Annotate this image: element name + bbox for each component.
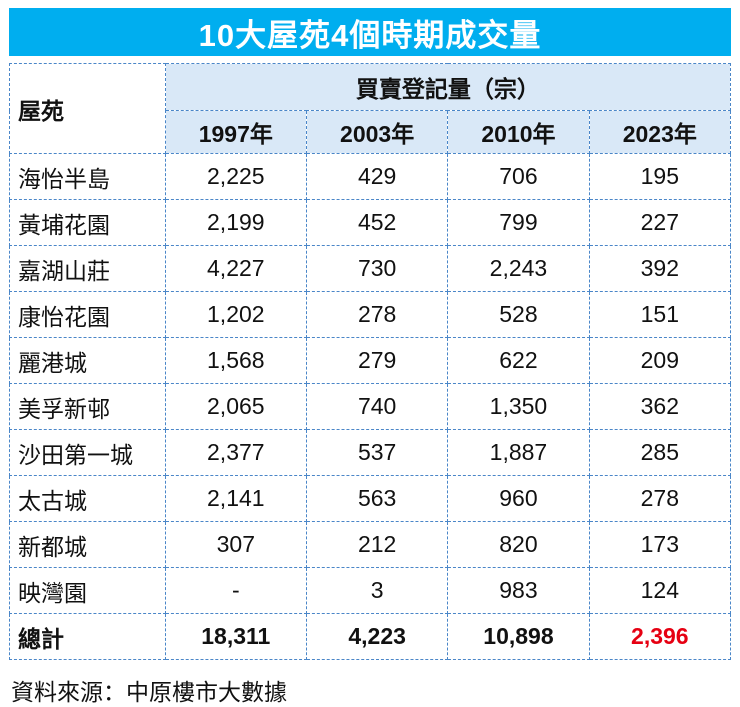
value-cell: 730 xyxy=(305,245,449,292)
value-cell: 820 xyxy=(447,521,590,568)
value-cell: - xyxy=(164,567,307,614)
value-cell: 1,568 xyxy=(164,337,307,384)
value-cell: 279 xyxy=(305,337,449,384)
value-cell: 362 xyxy=(588,383,732,430)
value-cell: 212 xyxy=(305,521,449,568)
page-title: 10大屋苑4個時期成交量 xyxy=(198,17,542,53)
value-cell: 2,225 xyxy=(164,153,307,200)
value-cell: 2,199 xyxy=(164,199,307,246)
group-header-row: 屋苑 買賣登記量（宗） xyxy=(9,63,732,154)
group-header-registrations: 買賣登記量（宗） xyxy=(164,63,732,111)
estate-name-cell: 美孚新邨 xyxy=(9,383,166,430)
value-cell: 960 xyxy=(447,475,590,522)
year-header-row: 1997年 2003年 2010年 2023年 xyxy=(10,110,732,154)
value-cell: 285 xyxy=(588,429,732,476)
value-cell: 307 xyxy=(164,521,307,568)
estate-name-cell: 嘉湖山莊 xyxy=(9,245,166,292)
table-row: 美孚新邨 2,065 740 1,350 362 xyxy=(9,383,732,430)
estate-name-cell: 康怡花園 xyxy=(9,291,166,338)
estate-name-cell: 黃埔花園 xyxy=(9,199,166,246)
total-value-cell: 2,396 xyxy=(588,613,732,660)
value-cell: 429 xyxy=(305,153,449,200)
table-row: 康怡花園 1,202 278 528 151 xyxy=(9,291,732,338)
title-bar: 10大屋苑4個時期成交量 xyxy=(9,8,731,56)
estate-name-cell: 映灣園 xyxy=(9,567,166,614)
total-value-cell: 18,311 xyxy=(164,613,307,660)
value-cell: 1,350 xyxy=(447,383,590,430)
column-header-year: 2010年 xyxy=(447,110,590,154)
table-row: 海怡半島 2,225 429 706 195 xyxy=(9,153,732,200)
value-cell: 124 xyxy=(588,567,732,614)
value-cell: 278 xyxy=(588,475,732,522)
table-row: 麗港城 1,568 279 622 209 xyxy=(9,337,732,384)
value-cell: 2,377 xyxy=(164,429,307,476)
transactions-table: 屋苑 買賣登記量（宗） 1997年 2003年 2010年 2023年 海怡半島 2,2… xyxy=(9,63,732,660)
value-cell: 278 xyxy=(305,291,449,338)
source-note: 資料來源：中原樓市大數據 xyxy=(11,679,287,705)
value-cell: 3 xyxy=(305,567,449,614)
value-cell: 799 xyxy=(447,199,590,246)
value-cell: 528 xyxy=(447,291,590,338)
value-cell: 1,202 xyxy=(164,291,307,338)
value-cell: 227 xyxy=(588,199,732,246)
estate-name-cell: 麗港城 xyxy=(9,337,166,384)
value-cell: 563 xyxy=(305,475,449,522)
value-cell: 392 xyxy=(588,245,732,292)
table-row: 沙田第一城 2,377 537 1,887 285 xyxy=(9,429,732,476)
table-row: 太古城 2,141 563 960 278 xyxy=(9,475,732,522)
estate-name-cell: 沙田第一城 xyxy=(9,429,166,476)
value-cell: 2,243 xyxy=(447,245,590,292)
value-cell: 537 xyxy=(305,429,449,476)
estate-name-cell: 海怡半島 xyxy=(9,153,166,200)
value-cell: 622 xyxy=(447,337,590,384)
total-value-cell: 4,223 xyxy=(305,613,449,660)
table-row: 嘉湖山莊 4,227 730 2,243 392 xyxy=(9,245,732,292)
column-header-year: 2023年 xyxy=(588,110,732,154)
column-header-year: 1997年 xyxy=(164,110,307,154)
value-cell: 2,141 xyxy=(164,475,307,522)
table-row: 新都城 307 212 820 173 xyxy=(9,521,732,568)
value-cell: 740 xyxy=(305,383,449,430)
table-body: 海怡半島 2,225 429 706 195 黃埔花園 2,199 452 799 227 嘉湖山莊… xyxy=(9,153,732,660)
value-cell: 151 xyxy=(588,291,732,338)
value-cell: 195 xyxy=(588,153,732,200)
column-header-estate: 屋苑 xyxy=(9,63,166,154)
total-row: 總計 18,311 4,223 10,898 2,396 xyxy=(9,613,732,660)
table-row: 映灣園 -3 983 124 xyxy=(9,567,732,614)
total-value-cell: 10,898 xyxy=(447,613,590,660)
value-cell: 452 xyxy=(305,199,449,246)
value-cell: 983 xyxy=(447,567,590,614)
value-cell: 706 xyxy=(447,153,590,200)
value-cell: 4,227 xyxy=(164,245,307,292)
value-cell: 173 xyxy=(588,521,732,568)
value-cell: 209 xyxy=(588,337,732,384)
estate-name-cell: 太古城 xyxy=(9,475,166,522)
table-row: 黃埔花園 2,199 452 799 227 xyxy=(9,199,732,246)
total-label-cell: 總計 xyxy=(9,613,166,660)
estate-name-cell: 新都城 xyxy=(9,521,166,568)
value-cell: 2,065 xyxy=(164,383,307,430)
value-cell: 1,887 xyxy=(447,429,590,476)
column-header-year: 2003年 xyxy=(305,110,449,154)
